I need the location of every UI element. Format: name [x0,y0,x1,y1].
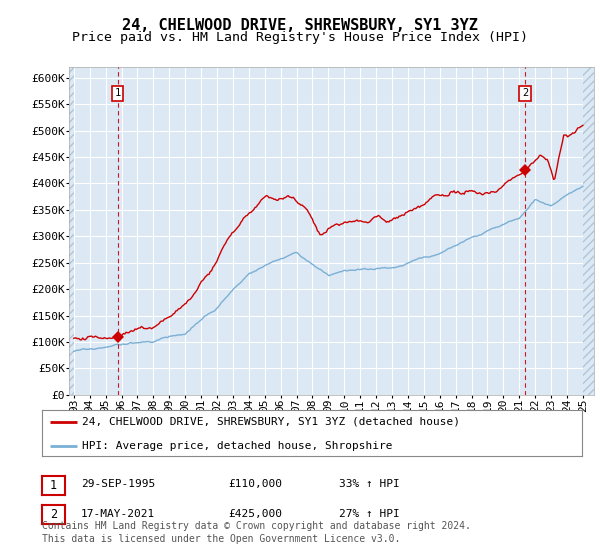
Text: 24, CHELWOOD DRIVE, SHREWSBURY, SY1 3YZ (detached house): 24, CHELWOOD DRIVE, SHREWSBURY, SY1 3YZ … [83,417,461,427]
Text: 33% ↑ HPI: 33% ↑ HPI [339,479,400,489]
Text: 24, CHELWOOD DRIVE, SHREWSBURY, SY1 3YZ: 24, CHELWOOD DRIVE, SHREWSBURY, SY1 3YZ [122,18,478,33]
Text: 1: 1 [50,479,57,492]
Text: Contains HM Land Registry data © Crown copyright and database right 2024.
This d: Contains HM Land Registry data © Crown c… [42,521,471,544]
Text: 1: 1 [115,88,121,99]
Bar [69,67,74,395]
Text: 29-SEP-1995: 29-SEP-1995 [81,479,155,489]
Text: HPI: Average price, detached house, Shropshire: HPI: Average price, detached house, Shro… [83,441,393,451]
Bar [583,67,594,395]
Text: 2: 2 [50,508,57,521]
Text: 17-MAY-2021: 17-MAY-2021 [81,508,155,519]
Text: 2: 2 [522,88,528,99]
Text: £110,000: £110,000 [228,479,282,489]
Text: Price paid vs. HM Land Registry's House Price Index (HPI): Price paid vs. HM Land Registry's House … [72,31,528,44]
Text: 27% ↑ HPI: 27% ↑ HPI [339,508,400,519]
Text: £425,000: £425,000 [228,508,282,519]
